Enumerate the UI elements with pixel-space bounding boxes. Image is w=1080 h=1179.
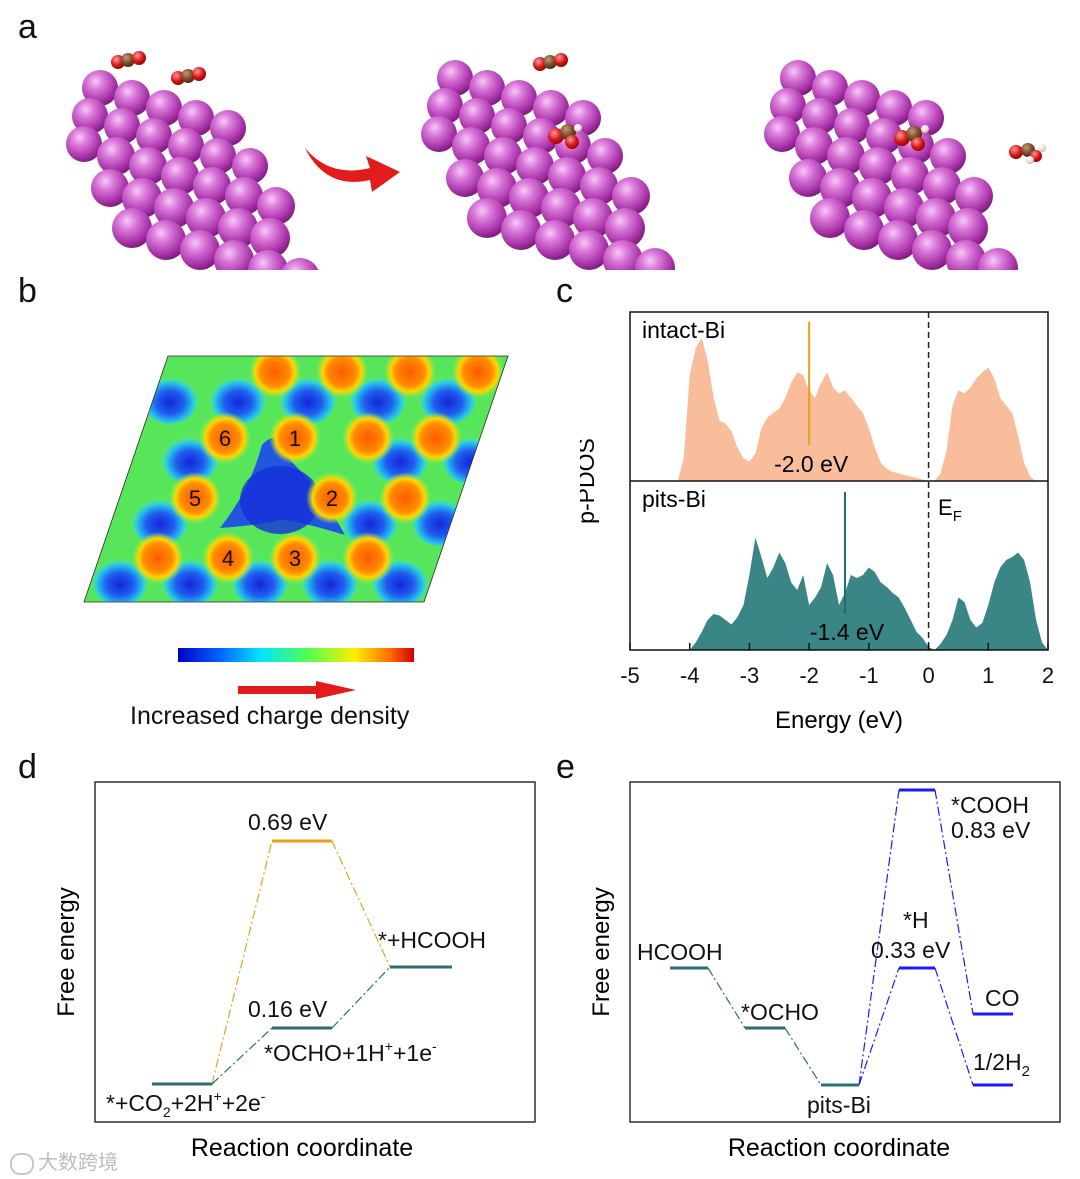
co2-molecule-2 [171, 67, 206, 85]
ylabel-d: Free energy [53, 887, 80, 1016]
free-energy-diagram-e: HCOOH *OCHO pits-Bi *COOH 0.83 eV *H 0.3… [588, 781, 1061, 1162]
connectors-e [707, 789, 974, 1086]
bi-slab-initial [66, 70, 320, 270]
x-tick-label: 2 [1042, 663, 1054, 688]
ylabel-e: Free energy [588, 887, 615, 1016]
ocho-label-e: *OCHO [741, 999, 819, 1025]
site-label-3: 3 [289, 546, 301, 571]
free-energy-diagram-d: 0.69 eV 0.16 eV *+HCOOH *OCHO+1H++1e- *+… [53, 781, 536, 1162]
panel-label-e: e [556, 748, 575, 786]
ocho-state-label: *OCHO+1H++1e- [264, 1038, 437, 1066]
reaction-arrow-icon [305, 148, 400, 192]
pdos-chart: -2.0 eV -1.4 eV -5 -4 -3 -2 -1 0 1 2 p-PDOS Ener… [580, 311, 1054, 734]
colorbar [178, 648, 414, 699]
d-band-center-label-intact-Bi: -2.0 eV [774, 451, 849, 477]
increase-arrow-icon [238, 681, 356, 699]
ts-energy-label: 0.69 eV [248, 809, 328, 835]
x-tick-label: -1 [859, 663, 879, 688]
co2-molecule-3 [533, 53, 568, 71]
plot-frame-e [629, 781, 1061, 1123]
site-label-4: 4 [222, 546, 234, 571]
fermi-level-label: EF [938, 495, 962, 525]
hcooh-state-label: *+HCOOH [378, 927, 486, 953]
pdos-area-intact-Bi [677, 337, 1048, 481]
x-tick-label: -5 [620, 663, 640, 688]
plot-frame-d [94, 781, 536, 1123]
pdos-ylabel: p-PDOS [580, 438, 599, 524]
watermark: 大数跨境 [10, 1146, 118, 1175]
xlabel-e: Reaction coordinate [728, 1134, 950, 1162]
cooh-label: *COOH [951, 792, 1029, 818]
h2-label: 1/2H2 [973, 1049, 1030, 1080]
cooh-value-label: 0.83 eV [951, 817, 1031, 843]
connectors-d [211, 840, 391, 1085]
xlabel-d: Reaction coordinate [191, 1134, 413, 1162]
ocho-energy-label: 0.16 eV [248, 996, 328, 1022]
colorbar-caption: Increased charge density [130, 702, 410, 730]
bi-slab-product [764, 60, 1018, 270]
co2-molecule-1 [111, 51, 146, 69]
x-tick-label: 0 [922, 663, 934, 688]
x-tick-label: -4 [680, 663, 700, 688]
watermark-logo-icon [10, 1152, 34, 1175]
pdos-area-pits-Bi [689, 537, 1048, 650]
x-tick-label: 1 [982, 663, 994, 688]
x-tick-label: -2 [799, 663, 819, 688]
h-value-label: 0.33 eV [871, 937, 951, 963]
panel-a-illustration [66, 51, 1046, 270]
panel-label-c: c [556, 272, 573, 310]
site-label-6: 6 [219, 426, 231, 451]
initial-state-label: *+CO2+2H++2e- [106, 1088, 266, 1120]
site-label-5: 5 [189, 486, 201, 511]
pdos-xlabel: Energy (eV) [775, 707, 903, 734]
legend-pits-bi: pits-Bi [642, 486, 706, 512]
h-label: *H [903, 907, 929, 933]
co-label: CO [985, 985, 1020, 1011]
panel-label-a: a [18, 8, 37, 46]
site-label-2: 2 [326, 486, 338, 511]
legend-intact-bi: intact-Bi [642, 317, 725, 343]
ocho-intermediate-2 [894, 125, 929, 151]
panel-label-d: d [18, 748, 37, 786]
site-label-1: 1 [289, 426, 301, 451]
bi-slab-adsorbed [421, 60, 675, 270]
hcooh-label-e: HCOOH [637, 939, 723, 965]
d-band-center-label-pits-Bi: -1.4 eV [810, 619, 885, 645]
charge-density-map: 1 2 3 4 5 6 [83, 355, 509, 603]
hcooh-molecule [1009, 143, 1046, 164]
pits-bi-label: pits-Bi [807, 1092, 871, 1118]
x-tick-label: -3 [740, 663, 760, 688]
ocho-intermediate-1 [548, 124, 582, 149]
panel-label-b: b [18, 272, 37, 310]
